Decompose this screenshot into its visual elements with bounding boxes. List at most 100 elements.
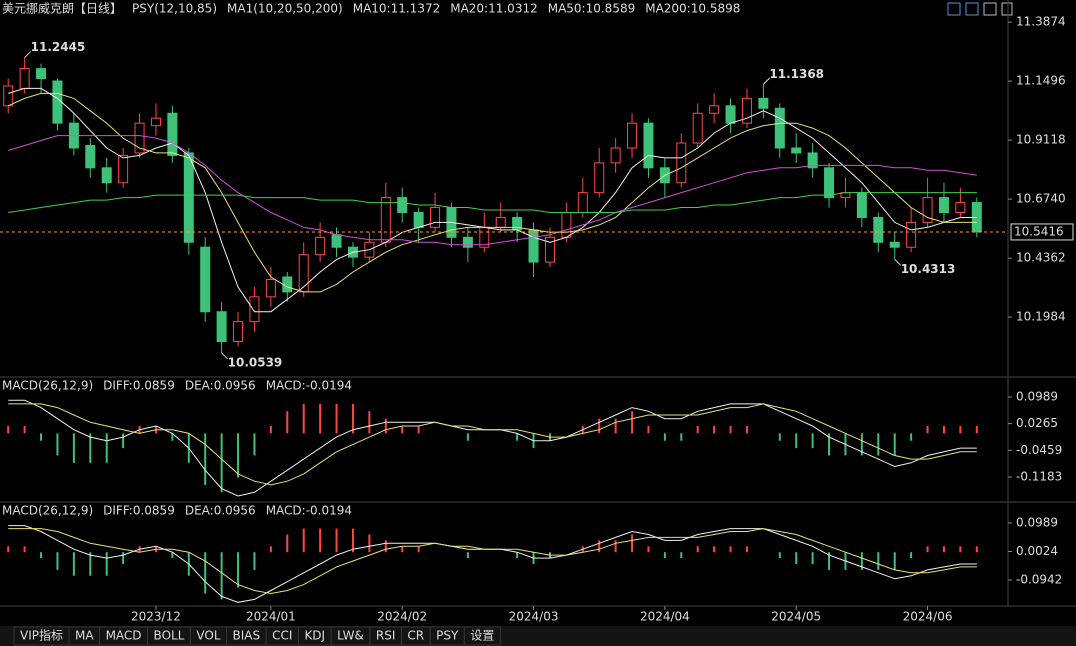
candle-body	[594, 162, 605, 194]
legend-entry: 美元挪威克朗【日线】	[2, 2, 122, 16]
candle-body	[85, 145, 96, 169]
y-tick-label: 0.0989	[1016, 516, 1058, 530]
candle-body	[315, 236, 326, 256]
candle-body	[495, 216, 506, 228]
legend-entry: MACD:-0.0194	[266, 379, 352, 393]
y-tick-label: 10.1984	[1016, 310, 1066, 324]
legend-entry: MA1(10,20,50,200)	[227, 2, 343, 16]
tab-label[interactable]: MA	[75, 629, 94, 643]
candle-body	[709, 105, 720, 114]
candle-body	[938, 197, 949, 213]
candle-body	[528, 229, 539, 263]
y-tick-label: 11.1496	[1016, 74, 1066, 88]
ma-line	[8, 135, 977, 246]
y-tick-label: -0.0942	[1016, 572, 1062, 586]
annotation-pointer	[221, 352, 228, 360]
candle-body	[824, 167, 835, 199]
candle-body	[544, 236, 555, 263]
candle-body	[856, 192, 867, 218]
candle-body	[791, 147, 802, 154]
annotation-pointer	[763, 77, 770, 85]
tab-label[interactable]: KDJ	[304, 629, 325, 643]
tab-label[interactable]: 设置	[470, 629, 494, 643]
candle-body	[216, 311, 227, 343]
candle-body	[118, 154, 129, 184]
legend-entry: DIFF:0.0859	[103, 379, 175, 393]
ma-line	[7, 92, 977, 293]
candle-body	[725, 105, 736, 124]
icon-button[interactable]	[965, 2, 979, 16]
tab-label[interactable]: PSY	[436, 629, 459, 643]
candle-body	[807, 152, 818, 169]
candle-body	[906, 221, 917, 248]
x-tick-label: 2024/01	[246, 610, 296, 624]
candle-body	[577, 192, 588, 213]
x-tick-label: 2023/12	[131, 610, 181, 624]
candle-body	[233, 321, 244, 343]
ma-line	[8, 192, 977, 213]
legend-entry: MA50:10.8589	[548, 2, 636, 16]
y-tick-label: 11.3874	[1016, 15, 1066, 29]
candle-body	[922, 197, 933, 223]
annotation: 10.0539	[228, 355, 283, 369]
legend-entry: DEA:0.0956	[185, 379, 256, 393]
candle-body	[873, 216, 884, 243]
candle-body	[134, 122, 145, 154]
x-tick-label: 2024/03	[509, 610, 559, 624]
icon-button[interactable]	[1001, 2, 1013, 16]
x-tick-label: 2024/05	[771, 610, 821, 624]
candle-body	[3, 85, 14, 107]
candle-body	[889, 241, 900, 248]
tab[interactable]	[463, 626, 501, 646]
legend-entry: DEA:0.0956	[185, 504, 256, 518]
candle-body	[52, 80, 63, 124]
candle-body	[397, 197, 408, 213]
tab-label[interactable]: MACD	[106, 629, 142, 643]
last-price-box	[1010, 223, 1074, 241]
legend-entry: MA200:10.5898	[645, 2, 740, 16]
icon-button[interactable]	[947, 2, 961, 16]
candle-body	[676, 142, 687, 184]
tab-label[interactable]: CCI	[272, 629, 292, 643]
candle-body	[462, 236, 473, 248]
annotation-pointer	[24, 51, 31, 58]
candle-body	[167, 112, 178, 156]
legend-entry: DIFF:0.0859	[103, 504, 175, 518]
candle-body	[561, 211, 572, 238]
y-tick-label: 0.0989	[1016, 389, 1058, 403]
tab-label[interactable]: VIP指标	[20, 628, 63, 643]
tab-label[interactable]: CR	[407, 629, 424, 643]
y-tick-label: -0.0459	[1016, 443, 1062, 457]
annotation: 11.2445	[31, 40, 86, 54]
tab-label[interactable]: VOL	[196, 629, 220, 643]
y-tick-label: 0.0265	[1016, 416, 1058, 430]
tab-label[interactable]: RSI	[376, 629, 396, 643]
legend-entry: MACD(26,12,9)	[2, 379, 93, 393]
annotation: 10.4313	[901, 262, 956, 276]
legend-entry: MACD(26,12,9)	[2, 504, 93, 518]
candle-body	[19, 68, 30, 89]
tab-label[interactable]: BOLL	[154, 629, 185, 643]
candle-body	[627, 122, 638, 149]
ma-line	[8, 87, 977, 313]
legend-entry: MA20:11.0312	[450, 2, 538, 16]
candle-body	[413, 211, 424, 228]
legend-entry: MA10:11.1372	[353, 2, 441, 16]
candle-body	[249, 296, 260, 323]
candle-body	[331, 234, 342, 248]
y-tick-label: 10.9118	[1016, 133, 1066, 147]
icon-button[interactable]	[983, 2, 997, 16]
candle-body	[741, 97, 752, 124]
macd-line	[8, 525, 977, 603]
y-tick-label: 10.6740	[1016, 192, 1066, 206]
macd-line	[8, 528, 977, 595]
tab-label[interactable]: LW&	[337, 629, 364, 643]
y-tick-label: 10.4362	[1016, 251, 1066, 265]
candle-body	[200, 246, 211, 313]
macd-line	[8, 399, 977, 497]
tab-label[interactable]: BIAS	[233, 629, 261, 643]
x-tick-label: 2024/02	[377, 610, 427, 624]
macd-line	[8, 403, 977, 486]
candle-body	[150, 117, 161, 127]
annotation-pointer	[894, 258, 902, 266]
